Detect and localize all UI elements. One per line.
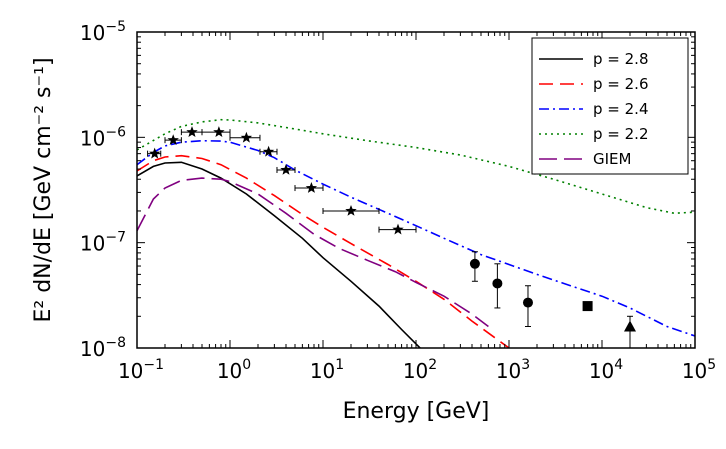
x-axis-label: Energy [GeV]	[343, 399, 490, 424]
x-tick-label: 102	[403, 357, 437, 383]
circle-marker	[522, 297, 533, 308]
x-tick-labels: 10−1 100 101 102 103 104 105	[118, 357, 716, 383]
legend-label-giem: GIEM	[593, 150, 631, 168]
x-tick-label: 105	[682, 357, 716, 383]
plot-frame	[136, 31, 696, 349]
legend-label-p-2-8: p = 2.8	[593, 50, 648, 68]
measured-points	[147, 126, 636, 349]
legend-box	[531, 37, 689, 175]
star-marker	[280, 164, 292, 175]
circle-marker	[469, 258, 480, 269]
y-tick-label: 10−6	[80, 124, 126, 150]
y-tick-label: 10−5	[80, 19, 126, 45]
star-marker	[186, 126, 198, 137]
square-marker	[582, 301, 593, 312]
curve-p-2-2	[137, 118, 695, 215]
legend: p = 2.8 p = 2.6 p = 2.4 p = 2.2 GIEM	[531, 37, 689, 175]
star-marker	[240, 131, 253, 143]
curve-giem	[137, 177, 489, 328]
x-tick-label: 100	[217, 357, 251, 383]
y-tick-label: 10−8	[80, 335, 126, 361]
y-tick-label: 10−7	[80, 230, 126, 256]
y-tick-labels: 10−8 10−7 10−6 10−5	[80, 19, 126, 361]
star-marker	[213, 126, 225, 137]
x-tick-label: 10−1	[118, 357, 164, 383]
x-tick-label: 103	[496, 357, 530, 383]
star-marker	[262, 145, 275, 157]
legend-label-p-2-6: p = 2.6	[593, 75, 648, 93]
curve-p-2-4	[137, 139, 695, 337]
star-marker	[305, 182, 318, 193]
y-axis-label: E² dN/dE [GeV cm⁻² s⁻¹]	[31, 57, 56, 322]
star-marker	[149, 147, 161, 159]
legend-label-p-2-4: p = 2.4	[593, 100, 648, 118]
star-marker	[167, 134, 179, 145]
triangle-marker	[623, 320, 636, 332]
star-marker	[392, 223, 404, 235]
x-tick-label: 104	[589, 357, 623, 383]
star-marker	[345, 205, 357, 216]
curve-p-2-8	[137, 161, 422, 348]
x-tick-label: 101	[310, 357, 344, 383]
circle-marker	[492, 278, 503, 289]
legend-label-p-2-2: p = 2.2	[593, 125, 648, 143]
model-curves	[137, 118, 695, 348]
